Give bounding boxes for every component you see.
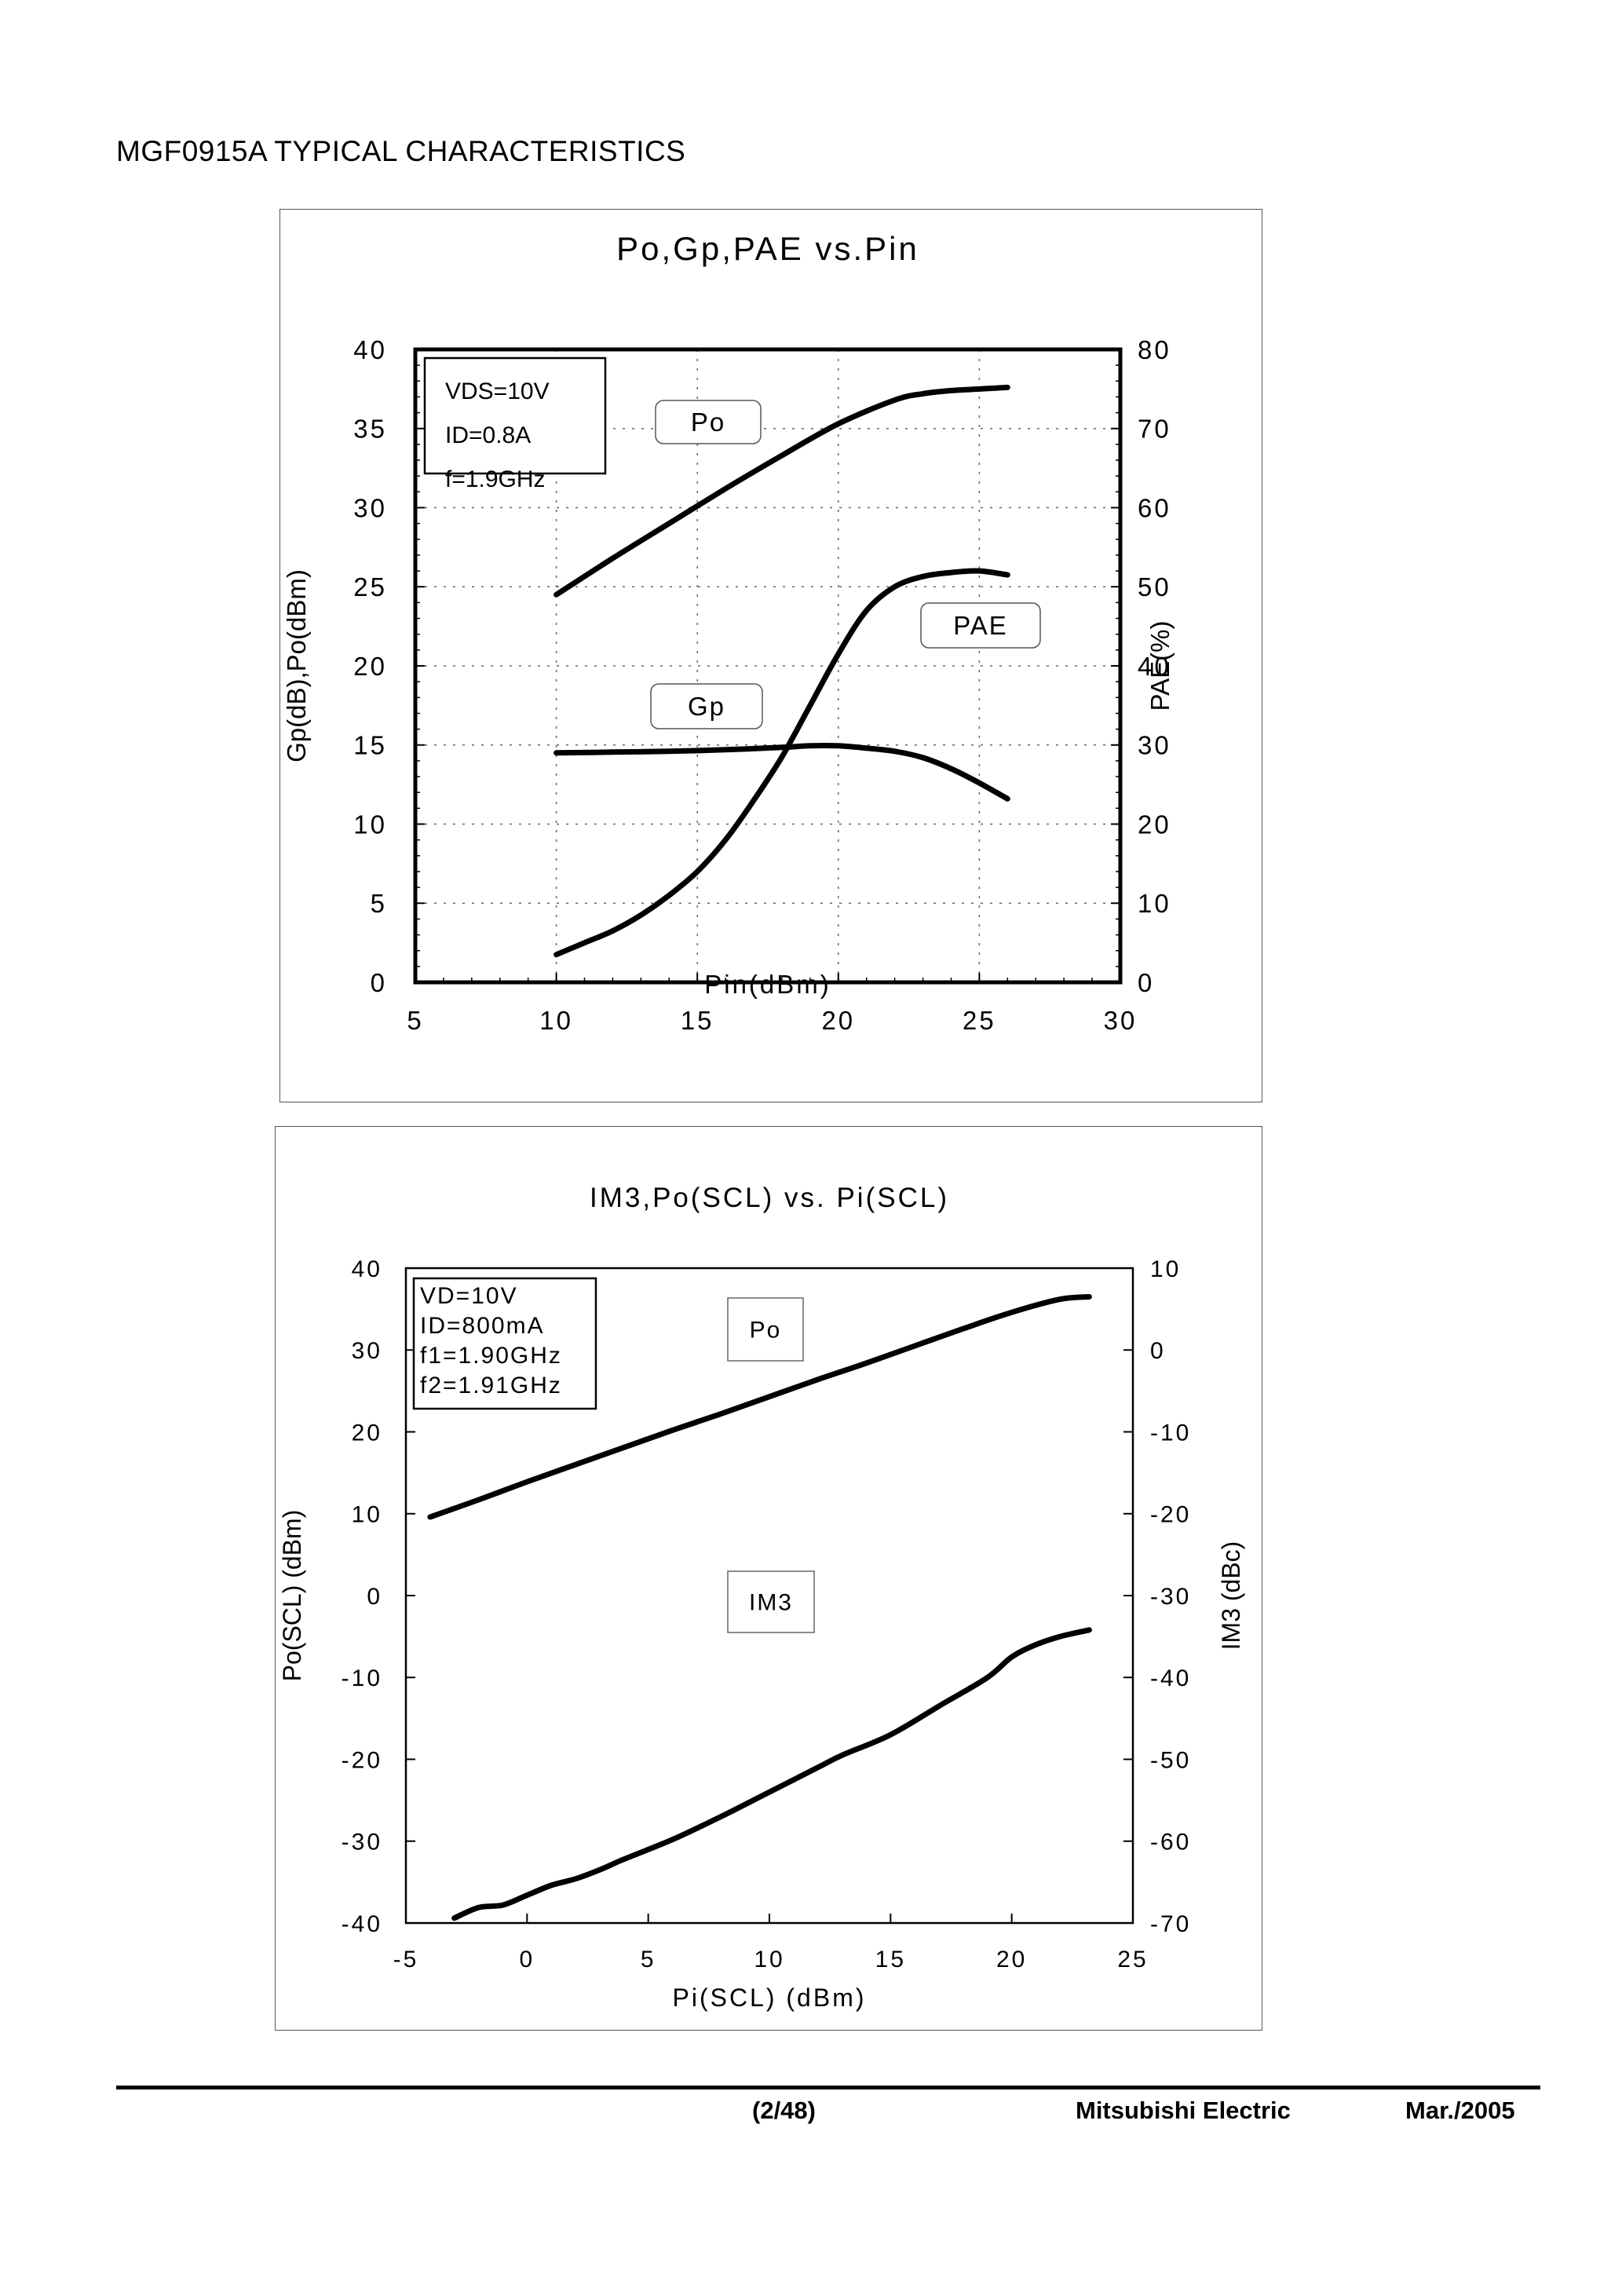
y-tick-label: 0: [371, 968, 387, 997]
y2-tick-label: 10: [1150, 1256, 1181, 1282]
y2-tick-label: 0: [1138, 968, 1154, 997]
y2-tick-label: 30: [1138, 731, 1171, 760]
y2-tick-label: 10: [1138, 889, 1171, 918]
series-label-box-gp: [650, 683, 763, 729]
x-tick-label: 0: [519, 1947, 535, 1972]
y-tick-label: -30: [342, 1830, 382, 1855]
y-tick-label: 10: [353, 810, 387, 839]
condition-text: ID=800mA: [420, 1313, 545, 1339]
series-line-gp: [553, 742, 1010, 802]
series-label-gp: Gp: [688, 692, 725, 721]
footer-rule: [116, 2086, 1540, 2089]
x-tick-label: 25: [1117, 1947, 1148, 1972]
y-tick-label: 0: [367, 1584, 382, 1610]
series-label-im3: IM3: [749, 1590, 793, 1616]
page-title: MGF0915A TYPICAL CHARACTERISTICS: [116, 135, 686, 167]
series-line-pae: [553, 568, 1010, 958]
chart-im3-po: IM3,Po(SCL) vs. Pi(SCL)-5 0 5 10 15 20 25-40-3…: [278, 1183, 1245, 2012]
y-tick-label: 30: [352, 1338, 382, 1364]
y-tick-label: -40: [342, 1911, 382, 1937]
series-line-po: [427, 1294, 1092, 1520]
y2-tick-label: 50: [1138, 572, 1171, 601]
x-tick-label: 20: [821, 1006, 855, 1035]
x-tick-label: 20: [996, 1947, 1027, 1972]
y-tick-label: 15: [353, 731, 387, 760]
y-tick-label: 5: [371, 889, 387, 918]
series-label-pae: PAE: [953, 611, 1008, 640]
y2-tick-label: 0: [1150, 1338, 1166, 1364]
y2-tick-label: 80: [1138, 335, 1171, 364]
chart-panel-im3-po: IM3,Po(SCL) vs. Pi(SCL) -5 0 5 10 15 20 25 -40 -3…: [275, 1126, 1262, 2031]
condition-text: ID=0.8A: [445, 422, 531, 448]
x-tick-label: 10: [754, 1947, 784, 1972]
y2-tick-label: 70: [1138, 415, 1171, 444]
condition-text: f1=1.90GHz: [420, 1343, 562, 1369]
footer-date: Mar./2005: [1405, 2097, 1515, 2124]
series-line-im3: [451, 1627, 1092, 1921]
y2-tick-label: -10: [1150, 1420, 1191, 1446]
y2-axis-label: IM3 (dBc): [1217, 1541, 1245, 1651]
series-line-po: [553, 384, 1010, 598]
y-tick-label: 40: [353, 335, 387, 364]
y-tick-label: 20: [352, 1420, 382, 1446]
y-tick-label: 35: [353, 415, 387, 444]
series-label-box-po: [727, 1297, 804, 1362]
x-tick-label: 30: [1104, 1006, 1138, 1035]
x-tick-label: 5: [641, 1947, 656, 1972]
x-tick-label: 15: [681, 1006, 714, 1035]
y2-tick-label: -50: [1150, 1747, 1191, 1773]
y2-axis-label: PAE(%): [1145, 621, 1174, 711]
y2-tick-label: 60: [1138, 493, 1171, 522]
series-label-box-pae: [920, 602, 1041, 649]
x-axis-label: Pi(SCL) (dBm): [672, 1983, 866, 2012]
chart-title: IM3,Po(SCL) vs. Pi(SCL): [590, 1183, 949, 1213]
y-tick-label: 20: [353, 652, 387, 681]
y-tick-label: 40: [352, 1256, 382, 1282]
series-label-box-im3: [727, 1570, 815, 1633]
chart-title: Po,Gp,PAE vs.Pin: [616, 230, 919, 267]
y-tick-label: 30: [353, 493, 387, 522]
y2-tick-label: 20: [1138, 810, 1171, 839]
condition-text: f2=1.91GHz: [420, 1373, 562, 1398]
chart-panel-po-gp-pae: Po,Gp,PAE vs.Pin 5 10 15 20 25 30 0 5 10 15 20 25 30 3…: [279, 209, 1262, 1102]
series-label-box-po: [655, 400, 762, 444]
y-axis-label: Gp(dB),Po(dBm): [282, 569, 311, 762]
y2-tick-label: -60: [1150, 1830, 1191, 1855]
condition-text: VD=10V: [420, 1283, 518, 1309]
x-tick-label: 10: [539, 1006, 573, 1035]
y2-tick-label: -40: [1150, 1665, 1191, 1691]
x-tick-label: -5: [393, 1947, 419, 1972]
x-tick-label: 25: [963, 1006, 996, 1035]
footer-page-number: (2/48): [752, 2097, 816, 2124]
y-tick-label: 10: [352, 1502, 382, 1528]
y2-tick-label: 40: [1138, 652, 1171, 681]
x-tick-label: 5: [407, 1006, 423, 1035]
y-tick-label: 25: [353, 572, 387, 601]
condition-text: f=1.9GHz: [445, 466, 546, 492]
y2-tick-label: -30: [1150, 1584, 1191, 1610]
y-tick-label: -20: [342, 1747, 382, 1773]
conditions-box: [423, 356, 607, 475]
y-tick-label: -10: [342, 1665, 382, 1691]
series-label-po: Po: [750, 1318, 782, 1344]
y2-tick-label: -70: [1150, 1911, 1191, 1937]
series-label-po: Po: [691, 408, 725, 437]
x-tick-label: 15: [875, 1947, 906, 1972]
footer-company: Mitsubishi Electric: [1076, 2097, 1291, 2124]
x-axis-label: Pin(dBm): [704, 970, 831, 999]
condition-text: VDS=10V: [445, 378, 550, 404]
conditions-box: [412, 1277, 597, 1410]
y2-tick-label: -20: [1150, 1502, 1191, 1528]
y-axis-label: Po(SCL) (dBm): [278, 1510, 306, 1682]
